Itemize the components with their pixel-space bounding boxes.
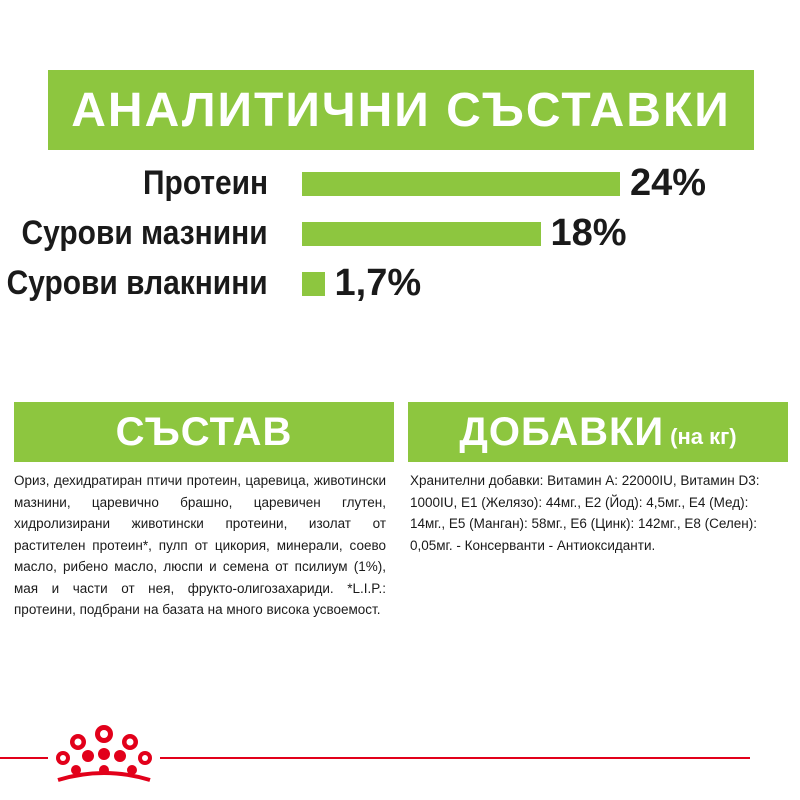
- royal-canin-crown-icon: [56, 725, 152, 782]
- composition-title: СЪСТАВ: [115, 409, 293, 454]
- footer-line-left: [0, 757, 48, 759]
- bar-fiber: [302, 272, 325, 296]
- row-value-fat: 18%: [550, 212, 627, 254]
- footer-line-right: [160, 757, 750, 759]
- additives-unit: (на кг): [670, 424, 737, 449]
- additives-title: ДОБАВКИ: [459, 409, 665, 454]
- additives-title-banner: ДОБАВКИ (на кг): [408, 402, 788, 462]
- composition-text: Ориз, дехидратиран птичи протеин, цареви…: [14, 473, 386, 617]
- bar-protein: [302, 172, 620, 196]
- row-label-fiber: Сурови влакнини: [6, 264, 268, 302]
- row-label-protein: Протеин: [142, 164, 268, 202]
- additives-text: Хранителни добавки: Витамин А: 22000IU, …: [410, 473, 760, 553]
- row-value-fiber: 1,7%: [334, 262, 422, 304]
- analytics-title: АНАЛИТИЧНИ СЪСТАВКИ: [71, 83, 731, 137]
- analytics-title-banner: АНАЛИТИЧНИ СЪСТАВКИ: [48, 70, 754, 150]
- row-value-protein: 24%: [630, 162, 707, 204]
- row-label-fat: Сурови мазнини: [21, 214, 268, 252]
- composition-title-banner: СЪСТАВ: [14, 402, 394, 462]
- bar-fat: [302, 222, 541, 246]
